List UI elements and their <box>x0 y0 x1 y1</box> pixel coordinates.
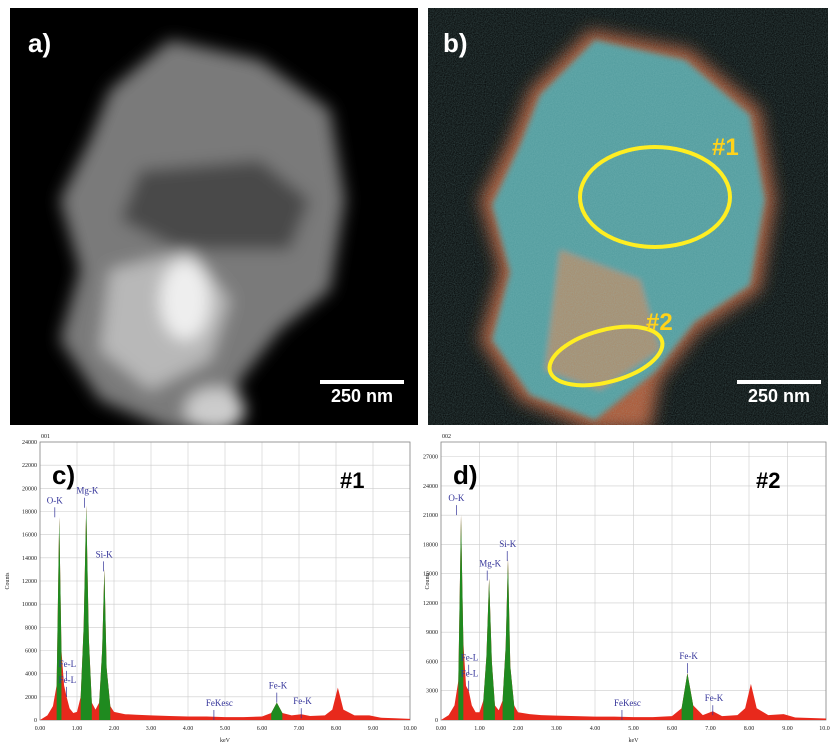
x-tick-label: 2.00 <box>513 726 524 732</box>
x-tick-label: 9.00 <box>782 726 793 732</box>
chart: 0 2000 4000 6000 8000 10000 12000 14000 16000 180… <box>0 430 417 744</box>
y-tick-label: 20000 <box>22 486 37 492</box>
y-tick-label: 22000 <box>22 463 37 469</box>
x-tick-label: 0.00 <box>35 726 46 732</box>
x-tick-label: 7.00 <box>294 726 305 732</box>
annotation: Fe-L <box>59 675 77 685</box>
x-tick-label: 5.00 <box>628 726 639 732</box>
x-tick-label: 0.00 <box>436 726 447 732</box>
annotation: Fe-K <box>705 693 724 703</box>
y-axis-label: Counts <box>5 572 11 590</box>
x-tick-label: 10.00 <box>403 726 417 732</box>
annotation: Mg-K <box>479 559 501 569</box>
x-tick-label: 9.00 <box>368 726 379 732</box>
annotation: O-K <box>448 493 464 503</box>
y-tick-label: 0 <box>435 718 438 724</box>
panel-label: d) <box>453 460 478 490</box>
x-tick-label: 1.00 <box>72 726 83 732</box>
spectrum-area <box>483 578 495 720</box>
x-axis-label: keV <box>629 738 640 744</box>
annotation: O-K <box>47 495 63 505</box>
y-tick-label: 27000 <box>423 455 438 461</box>
image-a: 250 nm a) <box>10 8 418 425</box>
x-tick-label: 2.00 <box>109 726 120 732</box>
x-tick-label: 8.00 <box>744 726 755 732</box>
y-tick-label: 0 <box>34 718 37 724</box>
y-tick-label: 6000 <box>25 649 37 655</box>
spectrum-area <box>56 517 62 720</box>
y-tick-label: 21000 <box>423 513 438 519</box>
spectrum-area <box>80 505 92 720</box>
y-tick-label: 9000 <box>426 630 438 636</box>
spectrum-area <box>271 702 283 720</box>
y-tick-label: 14000 <box>22 556 37 562</box>
annotation: Fe-K <box>679 651 698 661</box>
annotation: FeKesc <box>614 698 641 708</box>
annotation: FeKesc <box>206 698 233 708</box>
panel-id: 001 <box>41 434 50 440</box>
x-tick-label: 1.00 <box>474 726 485 732</box>
scale-bar-label: 250 nm <box>331 386 393 406</box>
x-tick-label: 5.00 <box>220 726 231 732</box>
y-tick-label: 15000 <box>423 572 438 578</box>
annotation: Fe-L <box>461 669 479 679</box>
y-tick-label: 24000 <box>22 440 37 446</box>
x-tick-label: 10.00 <box>819 726 830 732</box>
x-tick-label: 6.00 <box>257 726 268 732</box>
chart: 0 3000 6000 9000 12000 15000 18000 21000 24000 27… <box>420 430 830 744</box>
spectrum-area <box>99 569 111 720</box>
y-tick-label: 10000 <box>22 602 37 608</box>
annotation: Si-K <box>96 549 114 559</box>
y-tick-label: 3000 <box>426 689 438 695</box>
panel-id: 002 <box>442 434 451 440</box>
x-axis-label: keV <box>220 738 231 744</box>
panel-label: a) <box>28 28 51 58</box>
x-tick-label: 4.00 <box>183 726 194 732</box>
y-tick-label: 8000 <box>25 625 37 631</box>
y-tick-label: 18000 <box>22 510 37 516</box>
y-tick-label: 18000 <box>423 542 438 548</box>
x-tick-label: 3.00 <box>146 726 157 732</box>
y-tick-label: 12000 <box>423 601 438 607</box>
y-tick-label: 6000 <box>426 659 438 665</box>
annotation: Fe-L <box>461 653 479 663</box>
annotation: Mg-K <box>76 486 98 496</box>
x-tick-label: 3.00 <box>551 726 562 732</box>
region-label: #1 <box>712 134 739 161</box>
panel-label: b) <box>443 28 468 58</box>
spectrum-area <box>458 515 464 720</box>
annotation: Fe-K <box>293 696 312 706</box>
region-label: #1 <box>340 468 364 493</box>
region-label: #2 <box>646 309 673 336</box>
annotation: Fe-K <box>269 681 288 691</box>
y-tick-label: 12000 <box>22 579 37 585</box>
y-tick-label: 16000 <box>22 533 37 539</box>
image-b: #1 #2 250 nm b) <box>428 8 828 425</box>
x-tick-label: 4.00 <box>590 726 601 732</box>
x-tick-label: 8.00 <box>331 726 342 732</box>
y-tick-label: 2000 <box>25 695 37 701</box>
annotation: Si-K <box>499 539 517 549</box>
x-tick-label: 7.00 <box>705 726 716 732</box>
spectrum-area <box>681 673 694 720</box>
region-label: #2 <box>756 468 780 493</box>
scale-bar-label: 250 nm <box>748 386 810 406</box>
annotation: Fe-L <box>59 659 77 669</box>
y-tick-label: 4000 <box>25 672 37 678</box>
y-axis-label: Counts <box>425 572 431 590</box>
y-tick-label: 24000 <box>423 484 438 490</box>
panel-label: c) <box>52 460 75 490</box>
chart-background <box>0 430 415 744</box>
x-tick-label: 6.00 <box>667 726 678 732</box>
spectrum-area <box>502 559 515 720</box>
